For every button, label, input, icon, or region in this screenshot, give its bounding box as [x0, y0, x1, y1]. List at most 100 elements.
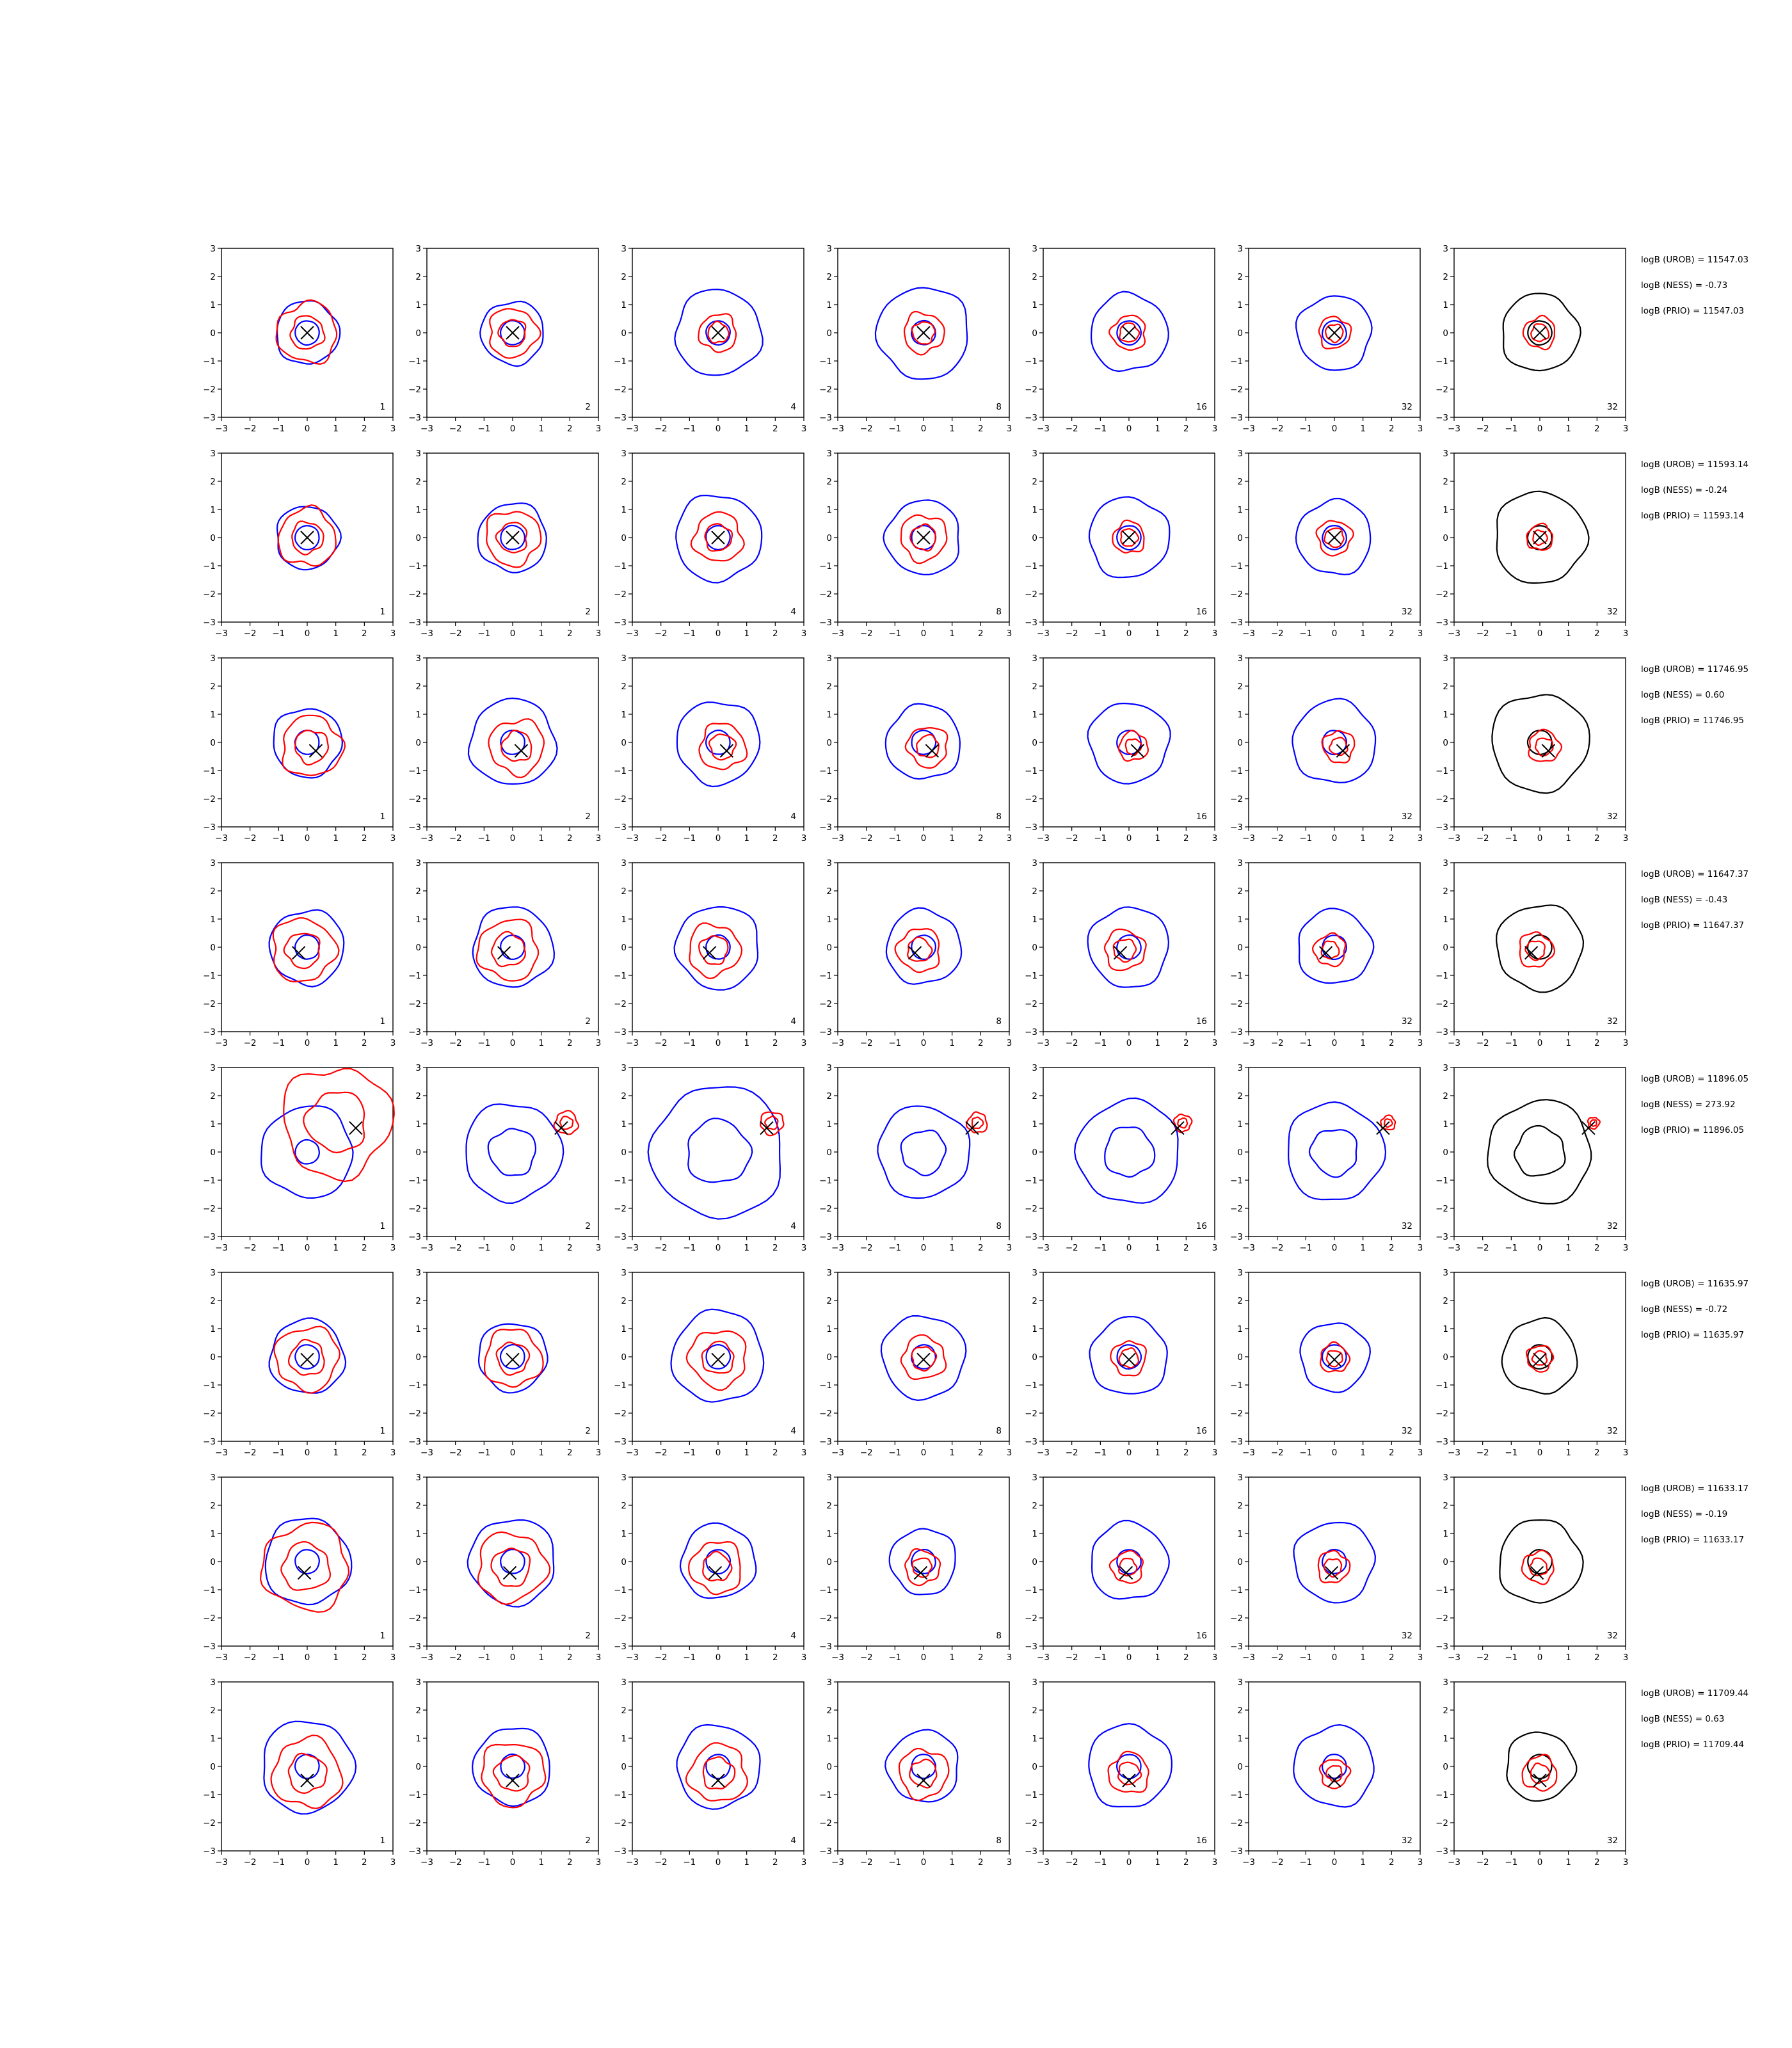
true-value-marker: [514, 744, 529, 758]
x-tick-label: 1: [744, 1652, 749, 1663]
outer-contour: [1292, 698, 1377, 784]
outer-contour: [674, 288, 764, 376]
y-tick-label: 2: [1443, 1501, 1448, 1511]
red-contour-inner: [764, 1115, 779, 1130]
y-tick-label: −2: [1025, 589, 1037, 600]
panel-r5-c1: −3−3 −2 −2 −1 −1 0 0 1 1 2 2 3 3 1: [203, 1063, 396, 1253]
x-tick-label: −1: [1094, 1243, 1107, 1253]
x-tick-label: −1: [1299, 1038, 1312, 1048]
x-tick-label: 0: [1126, 628, 1132, 639]
outer-contour: [260, 1105, 354, 1199]
x-tick-label: 1: [333, 1038, 339, 1048]
inner-contour: [294, 1139, 320, 1165]
panel-r4-c4: −3−3 −2 −2 −1 −1 0 0 1 1 2 2 3 3 8: [819, 858, 1012, 1048]
y-tick-label: 2: [621, 886, 627, 897]
logB-annotation: logB (NESS) = 273.92: [1641, 1100, 1736, 1110]
y-tick-label: −2: [819, 1613, 832, 1624]
outer-contour: [1295, 295, 1373, 371]
x-tick-label: −2: [1271, 833, 1284, 844]
true-value-marker: [711, 1773, 725, 1788]
y-tick-label: 0: [1237, 1352, 1243, 1363]
x-tick-label: 2: [978, 424, 984, 434]
inner-contour: [705, 934, 731, 960]
x-tick-label: 1: [538, 833, 544, 844]
x-tick-label: 3: [596, 1243, 602, 1253]
y-tick-label: 1: [1237, 300, 1243, 310]
inner-contour: [1104, 1126, 1156, 1178]
red-contour-inner: [294, 729, 330, 766]
axes-frame: [837, 1681, 1010, 1852]
y-tick-label: −3: [1436, 822, 1448, 833]
y-tick-label: 0: [210, 1352, 216, 1363]
x-tick-label: 2: [772, 628, 778, 639]
x-tick-label: 0: [1332, 1243, 1338, 1253]
x-tick-label: −1: [272, 1448, 285, 1458]
y-tick-label: 2: [210, 1501, 216, 1511]
panel-count-label: 8: [996, 1221, 1002, 1231]
y-tick-label: 3: [826, 449, 832, 459]
y-tick-label: 0: [621, 328, 627, 339]
y-tick-label: 2: [1032, 1091, 1037, 1101]
panel-r4-c2: −3−3 −2 −2 −1 −1 0 0 1 1 2 2 3 3 2: [408, 858, 601, 1048]
y-tick-label: −1: [203, 356, 216, 367]
y-tick-label: −3: [408, 1642, 421, 1652]
axes-frame: [632, 1476, 804, 1647]
x-tick-label: −1: [683, 1243, 696, 1253]
x-tick-label: −1: [1299, 628, 1312, 639]
y-tick-label: 1: [1032, 710, 1037, 720]
y-tick-label: 2: [1032, 1706, 1037, 1716]
x-tick-label: −3: [1448, 1857, 1460, 1868]
y-tick-label: −2: [819, 1204, 832, 1214]
red-contour-outer: [698, 313, 737, 353]
true-value-marker: [1122, 1352, 1136, 1367]
x-tick-label: 0: [510, 833, 516, 844]
x-tick-label: −2: [1476, 1652, 1489, 1663]
y-tick-label: 1: [1237, 505, 1243, 515]
y-tick-label: −3: [819, 822, 832, 833]
x-tick-label: 2: [362, 1243, 367, 1253]
inner-contour: [487, 1128, 537, 1176]
axes-frame: [1043, 1476, 1215, 1647]
y-tick-label: 2: [826, 1296, 832, 1306]
x-tick-label: 0: [921, 833, 927, 844]
x-tick-label: −2: [1476, 1857, 1489, 1868]
red-contour-inner: [1118, 1347, 1140, 1369]
y-tick-label: −3: [1025, 413, 1037, 423]
logB-annotation: logB (PRIO) = 11647.37: [1641, 920, 1744, 931]
row-annotations-8: logB (UROB) = 11709.44 logB (NESS) = 0.63…: [1641, 1688, 1748, 1750]
y-tick-label: 3: [826, 653, 832, 664]
y-tick-label: 0: [1032, 943, 1037, 953]
y-tick-label: −1: [1025, 1380, 1037, 1391]
y-tick-label: 1: [1032, 1119, 1037, 1130]
y-tick-label: 1: [826, 505, 832, 515]
y-tick-label: −2: [408, 999, 421, 1009]
axes-frame: [1453, 1067, 1626, 1237]
panel-r1-c6: −3−3 −2 −2 −1 −1 0 0 1 1 2 2 3 3 32: [1230, 244, 1423, 434]
true-value-marker: [1581, 1121, 1596, 1135]
y-tick-label: 2: [621, 272, 627, 282]
y-tick-label: 3: [1032, 1268, 1037, 1278]
axes-frame: [1453, 657, 1626, 828]
y-tick-label: 2: [210, 477, 216, 487]
x-tick-label: −3: [1448, 628, 1460, 639]
x-tick-label: −3: [420, 628, 433, 639]
axes-frame: [632, 1272, 804, 1442]
y-tick-label: −3: [203, 1232, 216, 1242]
x-tick-label: 0: [510, 1448, 516, 1458]
red-contour-outer: [1521, 1549, 1555, 1585]
x-tick-label: 3: [1623, 628, 1629, 639]
true-value-marker: [913, 1565, 928, 1580]
outer-contour: [1506, 1731, 1578, 1802]
outer-contour: [477, 502, 547, 573]
y-tick-label: 3: [1443, 449, 1448, 459]
red-contour-outer: [481, 1743, 547, 1809]
x-tick-label: 2: [1389, 1243, 1395, 1253]
panel-count-label: 32: [1402, 1836, 1412, 1846]
red-contour-inner: [704, 523, 733, 552]
y-tick-label: 1: [1443, 1324, 1448, 1334]
red-contour-outer: [275, 299, 338, 365]
true-value-marker: [708, 1565, 723, 1580]
panel-count-label: 16: [1196, 812, 1207, 822]
true-value-marker: [1336, 744, 1350, 758]
y-tick-label: −3: [614, 618, 627, 628]
